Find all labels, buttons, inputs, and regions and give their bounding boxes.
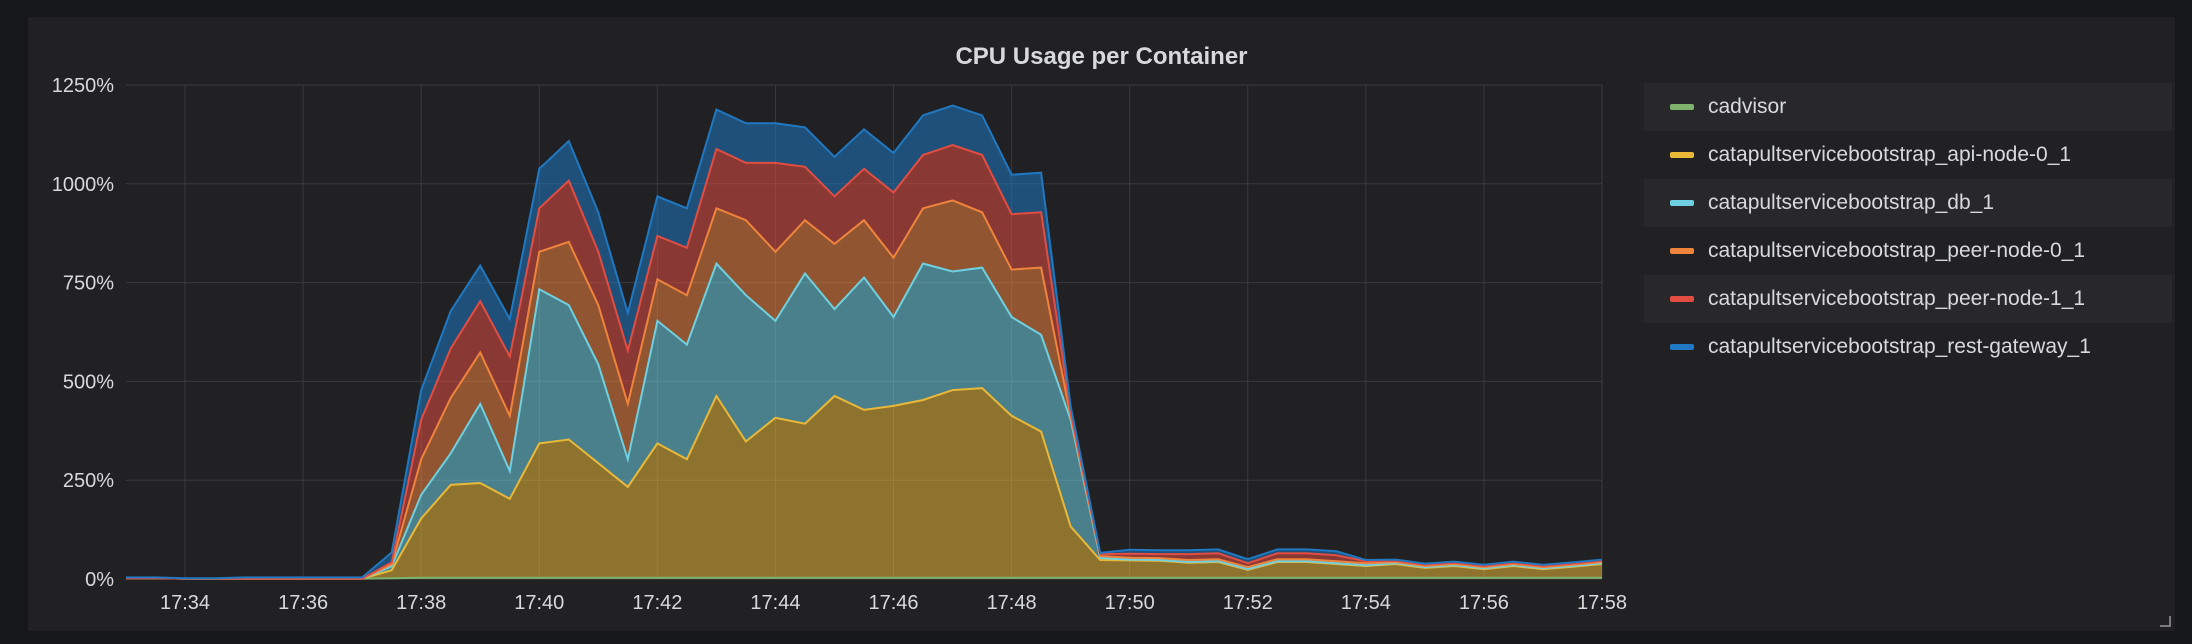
legend-swatch (1670, 200, 1694, 206)
legend-item[interactable]: cadvisor (1644, 83, 2172, 131)
series-line (126, 576, 1602, 580)
legend-item[interactable]: catapultservicebootstrap_peer-node-1_1 (1644, 275, 2172, 323)
x-tick-label: 17:58 (1577, 592, 1627, 614)
y-tick-label: 750% (63, 273, 114, 295)
y-tick-label: 500% (63, 371, 114, 393)
resize-handle[interactable] (2160, 616, 2171, 627)
x-tick-label: 17:52 (1223, 592, 1273, 614)
x-tick-label: 17:54 (1341, 592, 1391, 614)
legend-label: catapultservicebootstrap_rest-gateway_1 (1708, 335, 2091, 358)
x-tick-label: 17:44 (750, 592, 800, 614)
y-tick-label: 1000% (52, 174, 114, 196)
legend-label: cadvisor (1708, 95, 1787, 118)
y-tick-label: 1250% (52, 75, 114, 97)
series-area (126, 388, 1602, 579)
legend-swatch (1670, 104, 1694, 110)
y-tick-label: 0% (85, 569, 114, 591)
series-line (126, 104, 1603, 580)
legend-item[interactable]: catapultservicebootstrap_api-node-0_1 (1644, 131, 2172, 179)
legend-label: catapultservicebootstrap_db_1 (1708, 191, 1995, 214)
x-tick-label: 17:42 (632, 592, 682, 614)
x-tick-label: 17:46 (868, 592, 918, 614)
legend: cadvisor catapultservicebootstrap_api-nod… (1644, 83, 2172, 371)
y-tick-label: 250% (63, 470, 114, 492)
legend-item[interactable]: catapultservicebootstrap_db_1 (1644, 179, 2172, 227)
x-tick-label: 17:34 (160, 592, 210, 614)
x-tick-label: 17:40 (514, 592, 564, 614)
legend-swatch (1670, 152, 1694, 158)
x-tick-label: 17:48 (987, 592, 1037, 614)
cpu-usage-chart[interactable]: 0% 250% 500% 750% 1000% 1250% 17:34 17:36 17:38 1… (28, 17, 2175, 631)
legend-swatch (1670, 296, 1694, 302)
x-tick-label: 17:36 (278, 592, 328, 614)
legend-item[interactable]: catapultservicebootstrap_rest-gateway_1 (1644, 323, 2172, 371)
panel-title[interactable]: CPU Usage per Container (955, 43, 1248, 70)
x-tick-label: 17:56 (1459, 592, 1509, 614)
legend-swatch (1670, 344, 1694, 350)
x-tick-label: 17:38 (396, 592, 446, 614)
legend-swatch (1670, 248, 1694, 254)
series-line (126, 144, 1603, 580)
legend-label: catapultservicebootstrap_api-node-0_1 (1708, 143, 2072, 166)
legend-label: catapultservicebootstrap_peer-node-1_1 (1708, 287, 2086, 310)
legend-item[interactable]: catapultservicebootstrap_peer-node-0_1 (1644, 227, 2172, 275)
legend-label: catapultservicebootstrap_peer-node-0_1 (1708, 239, 2086, 262)
series-area (126, 263, 1602, 579)
x-tick-label: 17:50 (1105, 592, 1155, 614)
chart-panel: CPU Usage per Container 0% 250% 500% 750% 10… (28, 17, 2175, 631)
